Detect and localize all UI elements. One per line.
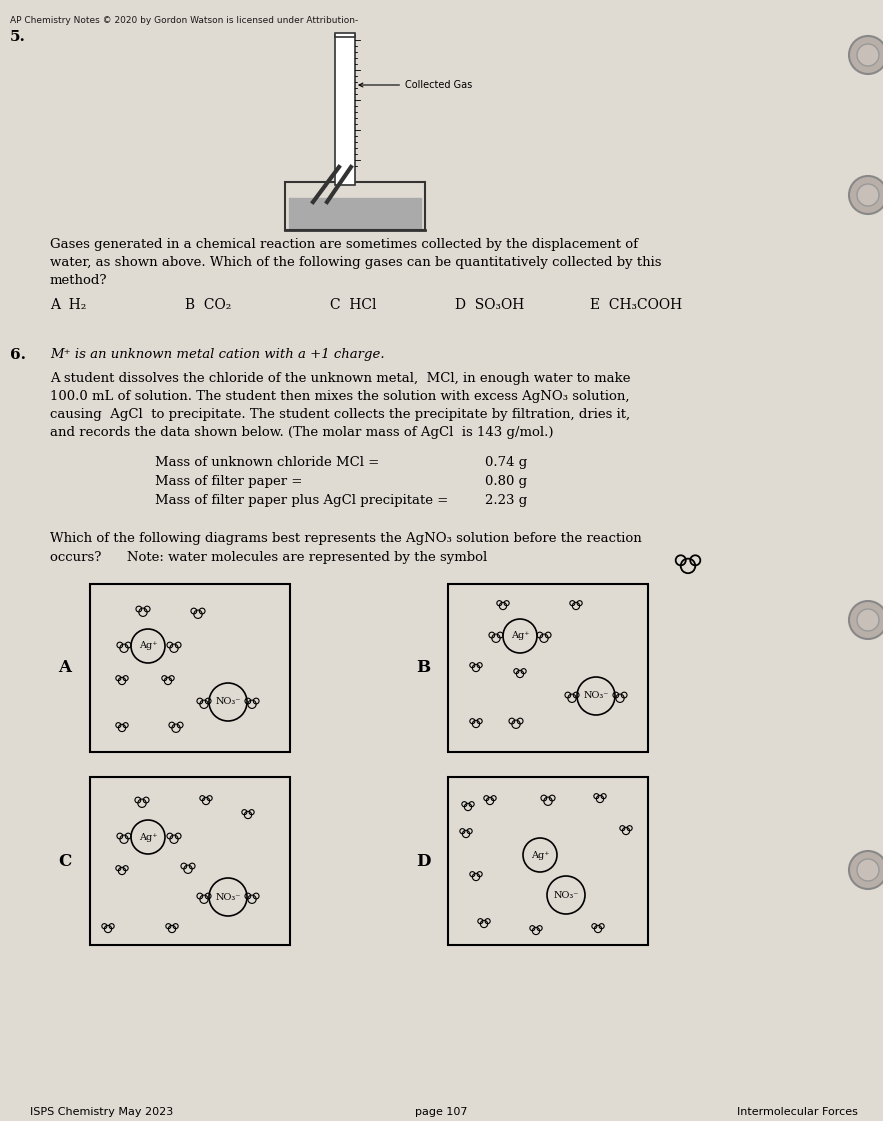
Text: E  CH₃COOH: E CH₃COOH	[590, 298, 683, 312]
Text: Mass of filter paper plus AgCl precipitate =: Mass of filter paper plus AgCl precipita…	[155, 494, 449, 507]
Text: M⁺ is an unknown metal cation with a +1 charge.: M⁺ is an unknown metal cation with a +1 …	[50, 348, 385, 361]
Text: ISPS Chemistry May 2023: ISPS Chemistry May 2023	[30, 1108, 173, 1117]
Text: Which of the following diagrams best represents the AgNO₃ solution before the re: Which of the following diagrams best rep…	[50, 532, 642, 545]
Bar	[90, 777, 290, 945]
Bar	[448, 777, 648, 945]
Text: B  CO₂: B CO₂	[185, 298, 231, 312]
Circle shape	[849, 176, 883, 214]
Bar	[335, 33, 355, 37]
Text: 6.: 6.	[10, 348, 26, 362]
Circle shape	[857, 609, 879, 631]
Text: causing  AgCl  to precipitate. The student collects the precipitate by filtratio: causing AgCl to precipitate. The student…	[50, 408, 630, 421]
Text: NO₃⁻: NO₃⁻	[584, 692, 608, 701]
Text: C  HCl: C HCl	[330, 298, 376, 312]
Text: 5.: 5.	[10, 30, 26, 44]
Text: Mass of unknown chloride MCl =: Mass of unknown chloride MCl =	[155, 456, 380, 469]
Text: 0.74 g: 0.74 g	[485, 456, 527, 469]
Text: Ag⁺: Ag⁺	[531, 851, 549, 860]
Text: Ag⁺: Ag⁺	[510, 631, 529, 640]
Text: page 107: page 107	[415, 1108, 467, 1117]
Circle shape	[857, 859, 879, 881]
Text: Mass of filter paper =: Mass of filter paper =	[155, 475, 302, 488]
Text: D  SO₃OH: D SO₃OH	[455, 298, 525, 312]
Circle shape	[849, 601, 883, 639]
Text: Ag⁺: Ag⁺	[139, 833, 157, 842]
Circle shape	[857, 44, 879, 66]
Text: A: A	[58, 659, 71, 676]
Circle shape	[849, 851, 883, 889]
Bar	[285, 182, 425, 230]
Text: water, as shown above. Which of the following gases can be quantitatively collec: water, as shown above. Which of the foll…	[50, 256, 661, 269]
Bar	[335, 35, 355, 185]
Circle shape	[857, 184, 879, 206]
Text: AP Chemistry Notes © 2020 by Gordon Watson is licensed under Attribution-: AP Chemistry Notes © 2020 by Gordon Wats…	[10, 16, 358, 25]
Text: 0.80 g: 0.80 g	[485, 475, 527, 488]
Text: C: C	[58, 852, 72, 870]
Text: B: B	[416, 659, 430, 676]
Bar	[448, 584, 648, 752]
Text: 2.23 g: 2.23 g	[485, 494, 527, 507]
Text: occurs?      Note: water molecules are represented by the symbol: occurs? Note: water molecules are repres…	[50, 552, 487, 564]
Text: A student dissolves the chloride of the unknown metal,  MCl, in enough water to : A student dissolves the chloride of the …	[50, 372, 630, 385]
Bar	[289, 198, 421, 228]
Circle shape	[849, 36, 883, 74]
Bar	[90, 584, 290, 752]
Text: Gases generated in a chemical reaction are sometimes collected by the displaceme: Gases generated in a chemical reaction a…	[50, 238, 638, 251]
Text: 100.0 mL of solution. The student then mixes the solution with excess AgNO₃ solu: 100.0 mL of solution. The student then m…	[50, 390, 630, 404]
Text: method?: method?	[50, 274, 108, 287]
Text: and records the data shown below. (The molar mass of AgCl  is 143 g/mol.): and records the data shown below. (The m…	[50, 426, 554, 439]
Text: NO₃⁻: NO₃⁻	[554, 890, 578, 899]
Text: Ag⁺: Ag⁺	[139, 641, 157, 650]
Text: Intermolecular Forces: Intermolecular Forces	[737, 1108, 858, 1117]
Text: D: D	[416, 852, 431, 870]
Text: A  H₂: A H₂	[50, 298, 87, 312]
Text: Collected Gas: Collected Gas	[359, 80, 472, 90]
Text: NO₃⁻: NO₃⁻	[215, 697, 241, 706]
Text: NO₃⁻: NO₃⁻	[215, 892, 241, 901]
